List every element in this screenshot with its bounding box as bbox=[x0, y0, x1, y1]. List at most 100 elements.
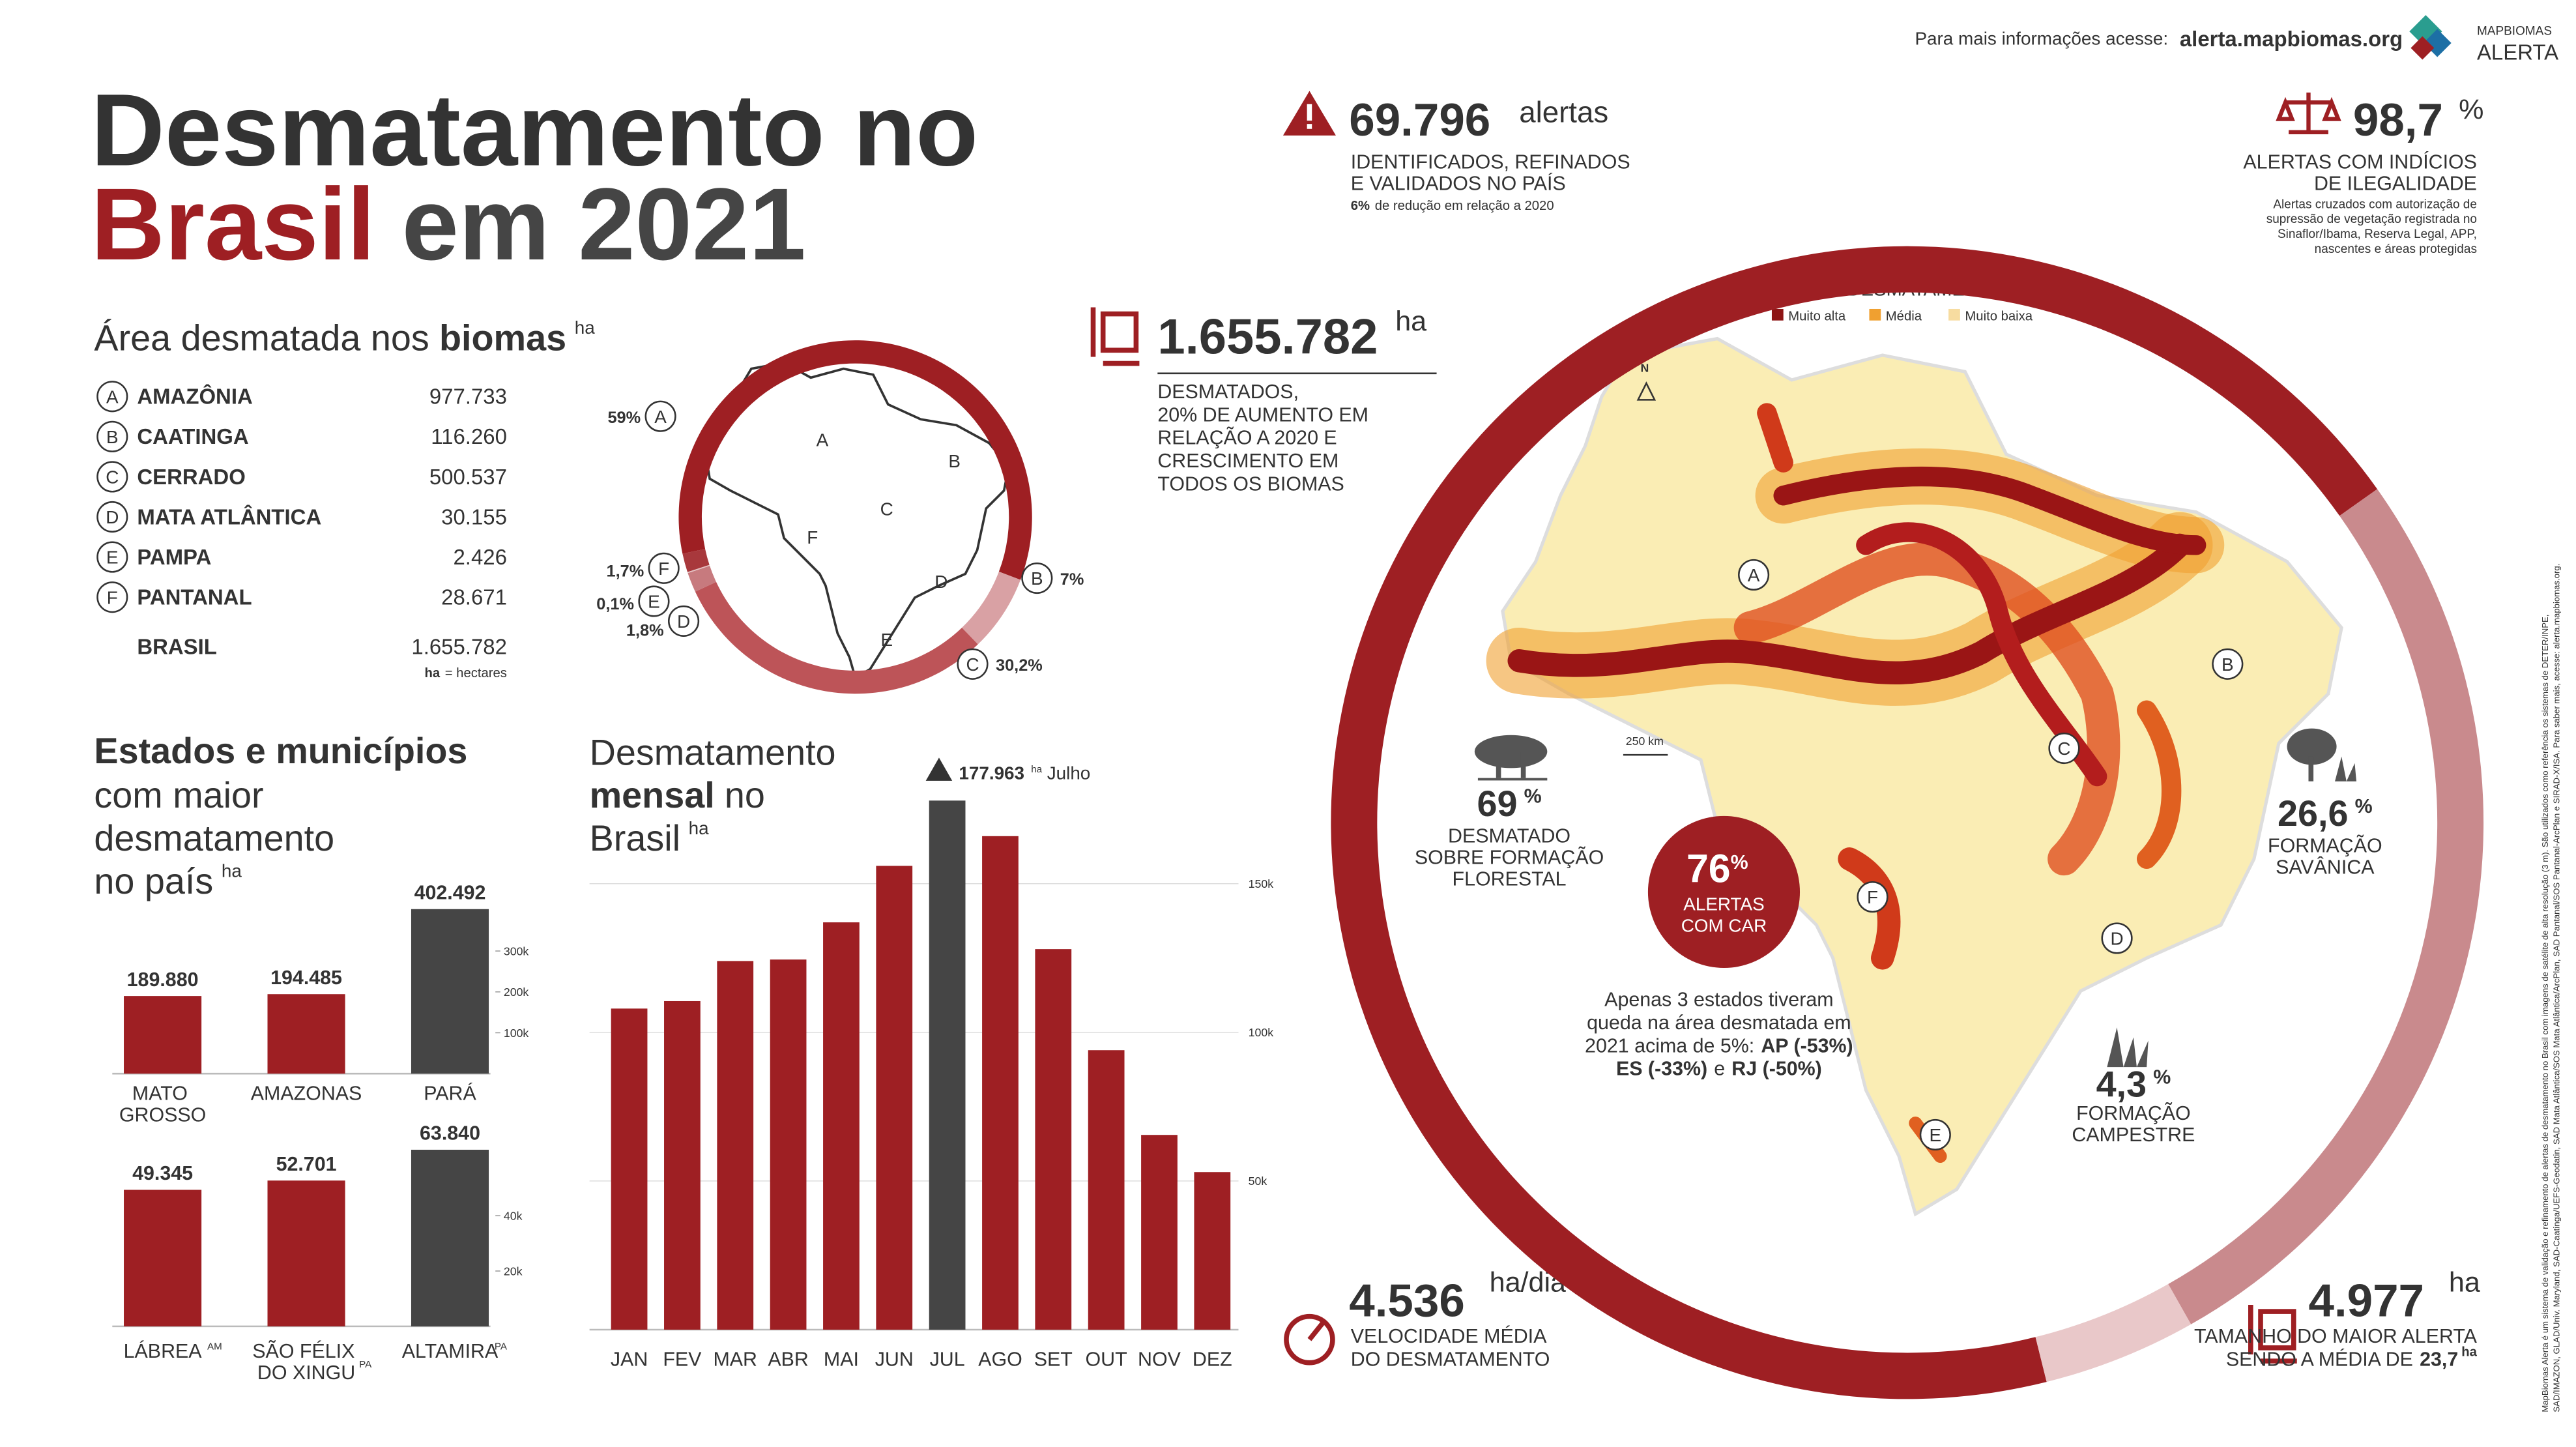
letter-circle bbox=[96, 461, 128, 493]
biome-map-letter: D bbox=[934, 572, 948, 592]
ring-label: SAVÂNICA bbox=[2276, 856, 2375, 879]
biome-value: 28.671 bbox=[441, 585, 507, 609]
bar bbox=[1035, 949, 1072, 1330]
biome-value: 2.426 bbox=[453, 545, 506, 569]
biome-map-letter: C bbox=[880, 499, 893, 519]
x-tick-label: ALTAMIRA bbox=[402, 1340, 499, 1362]
bar bbox=[267, 1180, 345, 1326]
ring-unit: % bbox=[2153, 1066, 2171, 1088]
bar bbox=[411, 909, 489, 1074]
alerts-line: E VALIDADOS NO PAÍS bbox=[1351, 173, 1566, 195]
legend-swatch bbox=[1771, 308, 1784, 321]
car-value: 76% bbox=[1686, 846, 1748, 890]
segment-label: 30,2% bbox=[996, 656, 1043, 675]
ring-label: CAMPESTRE bbox=[2072, 1124, 2195, 1146]
largest-line: TAMANHO DO MAIOR ALERTA bbox=[2194, 1325, 2478, 1347]
sidebar: MapBiomas Alerta é um sistema de validaç… bbox=[2540, 564, 2562, 1412]
monthly-title: Desmatamento bbox=[590, 732, 836, 772]
ring-segment bbox=[2168, 489, 2484, 1324]
gauge-icon bbox=[1284, 1313, 1335, 1366]
ring-number: 69 bbox=[1477, 783, 1517, 824]
legend-label: Muito baixa bbox=[1965, 310, 2033, 324]
area-line: TODOS OS BIOMAS bbox=[1157, 473, 1344, 495]
scale-icon bbox=[2276, 93, 2341, 135]
x-tick-label: AGO bbox=[978, 1349, 1022, 1371]
ring-label: FLORESTAL bbox=[1453, 868, 1567, 890]
segment-letter: F bbox=[658, 559, 669, 579]
bar bbox=[717, 961, 754, 1330]
category-note: AM bbox=[207, 1341, 222, 1352]
area-icon bbox=[1090, 307, 1140, 366]
bar bbox=[982, 836, 1019, 1330]
segment-letter-circle bbox=[638, 585, 670, 617]
note-state: AP (-53%) bbox=[1761, 1034, 1853, 1057]
car-number: 76 bbox=[1686, 846, 1731, 890]
y-tick-label: 150k bbox=[1249, 877, 1274, 890]
ring-segment bbox=[962, 572, 1021, 645]
biome-map-letter: F bbox=[807, 527, 818, 548]
bar bbox=[1088, 1050, 1125, 1330]
info-url[interactable]: alerta.mapbiomas.org bbox=[2180, 27, 2403, 51]
biomes-table: A AMAZÔNIA 977.733 B CAATINGA 116.260 C CERRADO… bbox=[96, 381, 507, 613]
segment-label: 1,7% bbox=[607, 562, 644, 580]
illegal-small: Alertas cruzados com autorização de bbox=[2273, 197, 2477, 211]
x-tick-label: JAN bbox=[611, 1349, 648, 1371]
segment-label: 59% bbox=[607, 409, 641, 427]
map-letter-circle bbox=[2048, 732, 2080, 765]
y-tick-label: 40k bbox=[504, 1209, 523, 1222]
x-tick-label: ABR bbox=[768, 1349, 809, 1371]
area-value: 1.655.782 bbox=[1157, 309, 1378, 364]
x-tick-label: MAR bbox=[713, 1349, 757, 1371]
total-label: BRASIL bbox=[137, 635, 217, 659]
ring-segment bbox=[682, 549, 710, 572]
states-title: Estados e municípios bbox=[94, 731, 467, 771]
value-label: 194.485 bbox=[270, 967, 342, 989]
map-letter: C bbox=[2057, 738, 2070, 759]
x-tick-label: SET bbox=[1034, 1349, 1073, 1371]
bar bbox=[267, 994, 345, 1074]
biome-name: MATA ATLÂNTICA bbox=[137, 504, 321, 529]
map-letter: F bbox=[1867, 887, 1878, 907]
tree-icon bbox=[1474, 735, 1548, 781]
value-label: 189.880 bbox=[127, 969, 199, 991]
bar bbox=[823, 922, 860, 1330]
title: Brasil em 2021 bbox=[91, 168, 805, 282]
scale-label: 250 km bbox=[1626, 735, 1664, 748]
largest-text: SENDO A MÉDIA DE bbox=[2226, 1349, 2413, 1371]
speed-line: VELOCIDADE MÉDIA bbox=[1351, 1325, 1547, 1347]
letter-circle bbox=[96, 541, 128, 573]
size-icon bbox=[2248, 1304, 2297, 1364]
warning-icon bbox=[925, 757, 953, 781]
alerts-line: IDENTIFICADOS, REFINADOS bbox=[1351, 151, 1630, 173]
ring-segment bbox=[695, 581, 978, 694]
y-tick-label: 50k bbox=[1249, 1175, 1267, 1188]
ring-segment bbox=[687, 564, 710, 574]
x-tick-label: OUT bbox=[1086, 1349, 1127, 1371]
category-line: GROSSO bbox=[119, 1104, 206, 1126]
ring-segment bbox=[2035, 1284, 2192, 1382]
letter-circle bbox=[96, 501, 128, 533]
letter-circle bbox=[96, 381, 128, 413]
biome-name: CAATINGA bbox=[137, 424, 248, 448]
logo-top: MAPBIOMAS bbox=[2477, 24, 2552, 38]
x-tick-label: SÃO FÉLIX DO XINGU bbox=[252, 1340, 360, 1384]
segment-letter: E bbox=[648, 592, 660, 612]
north-label: N bbox=[1640, 361, 1649, 374]
x-tick-label: FEV bbox=[663, 1349, 702, 1371]
map-letter-circle bbox=[2212, 648, 2244, 680]
largest-unit: ha bbox=[2449, 1267, 2480, 1298]
ring-label: DESMATADO bbox=[1448, 825, 1570, 847]
monthly-title-text: no bbox=[725, 775, 765, 815]
savanna-icon bbox=[2287, 728, 2356, 782]
ring-segment bbox=[687, 566, 716, 592]
x-tick-label: JUL bbox=[930, 1349, 965, 1371]
peak-annotation: 177.963 ha Julho bbox=[959, 763, 1090, 783]
total-value: 1.655.782 bbox=[411, 635, 507, 659]
ring-value: 26,6% bbox=[2278, 793, 2373, 834]
largest-average-unit: ha bbox=[2461, 1345, 2477, 1360]
ring-label: FORMAÇÃO bbox=[2076, 1102, 2191, 1124]
segment-label: 0,1% bbox=[596, 595, 634, 613]
legend-swatch bbox=[1869, 308, 1881, 321]
